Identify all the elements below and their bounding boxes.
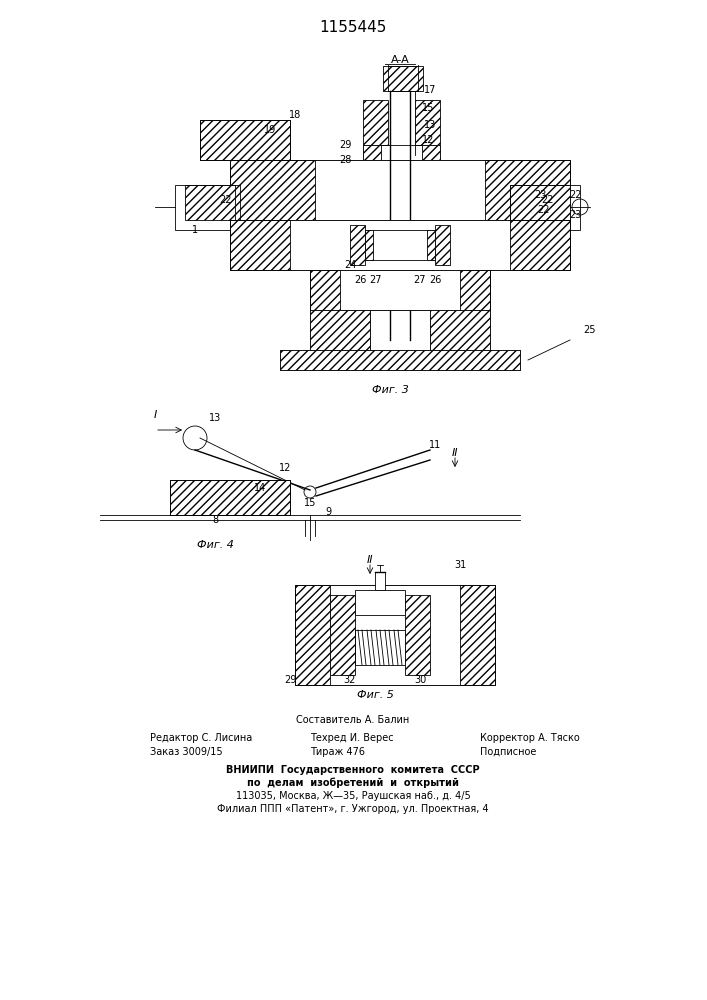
Bar: [330, 595, 355, 675]
Bar: [365, 230, 373, 260]
Text: Фиг. 4: Фиг. 4: [197, 540, 233, 550]
Bar: [363, 145, 381, 175]
Text: 11: 11: [429, 440, 441, 450]
Bar: [295, 585, 495, 685]
Bar: [430, 310, 490, 350]
Text: 15: 15: [304, 498, 316, 508]
Text: Фиг. 5: Фиг. 5: [356, 690, 393, 700]
Text: 28: 28: [339, 155, 351, 165]
Text: 13: 13: [209, 413, 221, 423]
Text: 18: 18: [289, 110, 301, 120]
Bar: [295, 585, 495, 685]
Bar: [383, 66, 423, 91]
Text: 26: 26: [354, 275, 366, 285]
Bar: [435, 225, 450, 265]
Bar: [350, 225, 365, 265]
Text: 19: 19: [264, 125, 276, 135]
Text: 12: 12: [279, 463, 291, 473]
Bar: [230, 160, 570, 220]
Text: 22: 22: [568, 190, 581, 200]
Bar: [330, 585, 460, 685]
Bar: [310, 310, 370, 350]
Text: 13: 13: [424, 120, 436, 130]
Bar: [280, 350, 520, 370]
Text: 29: 29: [284, 675, 296, 685]
Text: 31: 31: [454, 560, 466, 570]
Bar: [405, 595, 430, 675]
Text: Техред И. Верес: Техред И. Верес: [310, 733, 394, 743]
Bar: [200, 120, 290, 160]
Text: Филиал ППП «Патент», г. Ужгород, ул. Проектная, 4: Филиал ППП «Патент», г. Ужгород, ул. Про…: [217, 804, 489, 814]
Text: 23: 23: [569, 210, 581, 220]
Text: ВНИИПИ  Государственного  комитета  СССР: ВНИИПИ Государственного комитета СССР: [226, 765, 480, 775]
Text: 8: 8: [212, 515, 218, 525]
Bar: [310, 270, 490, 310]
Text: 30: 30: [414, 675, 426, 685]
Text: 25: 25: [584, 325, 596, 335]
Text: 9: 9: [325, 507, 331, 517]
Bar: [363, 145, 440, 175]
Text: 23: 23: [534, 190, 547, 200]
Bar: [230, 220, 570, 270]
Text: I: I: [153, 410, 157, 420]
Bar: [510, 185, 570, 220]
Text: 22: 22: [542, 195, 554, 205]
Bar: [170, 480, 290, 515]
Bar: [355, 590, 405, 615]
Text: 27: 27: [369, 275, 381, 285]
Text: 15: 15: [422, 103, 434, 113]
Bar: [290, 220, 510, 270]
Text: 27: 27: [414, 275, 426, 285]
Text: 1: 1: [192, 225, 198, 235]
Bar: [310, 270, 490, 310]
Bar: [365, 230, 435, 260]
Text: A-A: A-A: [391, 55, 409, 65]
Bar: [388, 66, 418, 91]
Text: 22: 22: [218, 195, 231, 205]
Text: Корректор А. Тяско: Корректор А. Тяско: [480, 733, 580, 743]
Text: 32: 32: [344, 675, 356, 685]
Bar: [375, 572, 385, 590]
Bar: [280, 350, 520, 370]
Bar: [175, 185, 240, 230]
Bar: [170, 480, 290, 515]
Text: Редактор С. Лисина: Редактор С. Лисина: [150, 733, 252, 743]
Text: 22: 22: [537, 205, 549, 215]
Text: 14: 14: [254, 483, 266, 493]
Bar: [427, 230, 435, 260]
Text: II: II: [452, 448, 458, 458]
Text: 29: 29: [339, 140, 351, 150]
Bar: [310, 310, 370, 350]
Text: II: II: [367, 555, 373, 565]
Text: Заказ 3009/15: Заказ 3009/15: [150, 747, 223, 757]
Bar: [230, 220, 570, 270]
Bar: [363, 100, 388, 145]
Text: Фиг. 3: Фиг. 3: [372, 385, 409, 395]
Text: 12: 12: [422, 135, 434, 145]
Bar: [415, 100, 440, 145]
Bar: [185, 185, 235, 220]
Text: Составитель А. Балин: Составитель А. Балин: [296, 715, 409, 725]
Bar: [510, 185, 580, 230]
Bar: [340, 270, 460, 310]
Bar: [315, 160, 485, 220]
Text: 26: 26: [429, 275, 441, 285]
Bar: [422, 145, 440, 175]
Bar: [355, 630, 405, 665]
Text: 1155445: 1155445: [320, 20, 387, 35]
Bar: [200, 120, 290, 160]
Bar: [230, 160, 570, 220]
Bar: [430, 310, 490, 350]
Text: по  делам  изобретений  и  открытий: по делам изобретений и открытий: [247, 778, 459, 788]
Text: 17: 17: [423, 85, 436, 95]
Text: Тираж 476: Тираж 476: [310, 747, 365, 757]
Text: 113035, Москва, Ж—35, Раушская наб., д. 4/5: 113035, Москва, Ж—35, Раушская наб., д. …: [235, 791, 470, 801]
Text: Подписное: Подписное: [480, 747, 537, 757]
Text: 24: 24: [344, 260, 356, 270]
